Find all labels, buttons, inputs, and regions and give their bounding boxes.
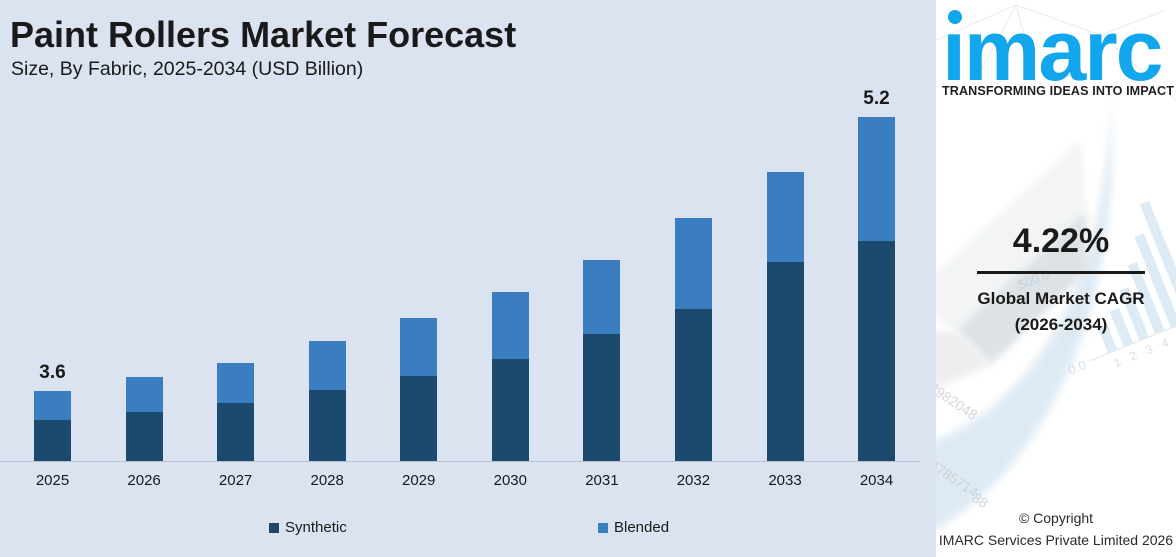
svg-text:8982048: 8982048 — [936, 379, 981, 423]
svg-text:4: 4 — [1159, 335, 1171, 351]
svg-text:3: 3 — [1143, 342, 1155, 358]
svg-text:1: 1 — [1112, 355, 1124, 371]
svg-text:2: 2 — [1128, 348, 1140, 364]
